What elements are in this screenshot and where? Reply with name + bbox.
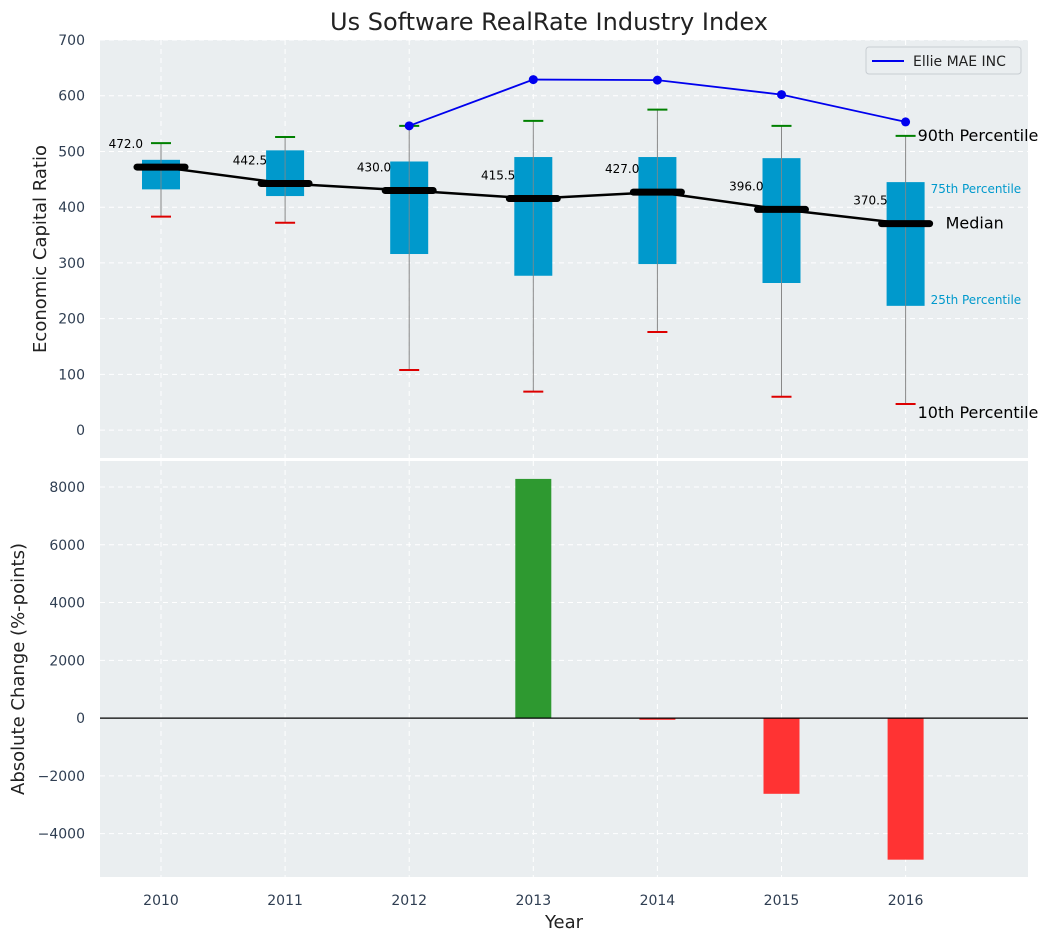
ellie-mae-point [901,117,911,127]
top-y-axis-title: Economic Capital Ratio [30,145,51,353]
ellie-mae-point [652,75,662,85]
x-tick-label: 2014 [640,893,676,909]
median-value-label: 415.5 [481,169,515,183]
x-tick-label: 2016 [888,893,924,909]
median-value-label: 442.5 [233,154,267,168]
top-y-tick-label: 300 [58,256,85,272]
top-y-tick-label: 500 [58,144,85,160]
top-y-tick-label: 200 [58,312,85,328]
median-value-label: 370.5 [853,194,887,208]
bottom-y-tick-label: 8000 [49,480,85,496]
p75-annotation: 75th Percentile [931,182,1022,196]
x-axis-title: Year [544,912,584,933]
bottom-y-tick-label: 6000 [49,538,85,554]
x-tick-label: 2010 [143,893,179,909]
x-tick-label: 2015 [764,893,800,909]
change-bar [639,718,676,720]
chart-title: Us Software RealRate Industry Index [330,8,768,36]
x-tick-label: 2012 [391,893,427,909]
ellie-mae-point [777,90,786,100]
median-value-label: 427.0 [605,162,639,176]
bottom-y-tick-label: 2000 [49,653,85,669]
legend-label: Ellie MAE INC [913,54,1006,70]
bottom-y-tick-label: −4000 [38,827,85,843]
x-tick-label: 2013 [515,893,551,909]
median-value-label: 396.0 [729,179,763,193]
median-annotation: Median [946,214,1004,233]
bottom-y-tick-label: 0 [76,711,85,727]
legend: Ellie MAE INC [865,46,1022,75]
bottom-plot-area [100,461,1028,877]
ellie-mae-point [528,75,538,85]
top-y-tick-label: 400 [58,200,85,216]
x-tick-label: 2011 [267,893,303,909]
median-value-label: 472.0 [109,137,143,151]
bottom-y-tick-label: −2000 [38,769,85,785]
p25-annotation: 25th Percentile [931,293,1022,307]
change-bar [887,718,924,860]
p90-annotation: 90th Percentile [918,126,1039,145]
legend-box [865,46,1022,75]
bottom-y-tick-label: 4000 [49,596,85,612]
ellie-mae-point [404,121,414,131]
top-y-tick-label: 0 [76,423,85,439]
median-value-label: 430.0 [357,160,391,174]
top-y-tick-label: 100 [58,367,85,383]
p10-annotation: 10th Percentile [918,403,1039,422]
bottom-y-axis-title: Absolute Change (%-points) [8,543,29,795]
change-bar [515,478,552,719]
top-y-tick-label: 700 [58,33,85,49]
top-plot-area [100,40,1028,458]
change-bar [763,718,800,794]
top-y-tick-label: 600 [58,89,85,105]
